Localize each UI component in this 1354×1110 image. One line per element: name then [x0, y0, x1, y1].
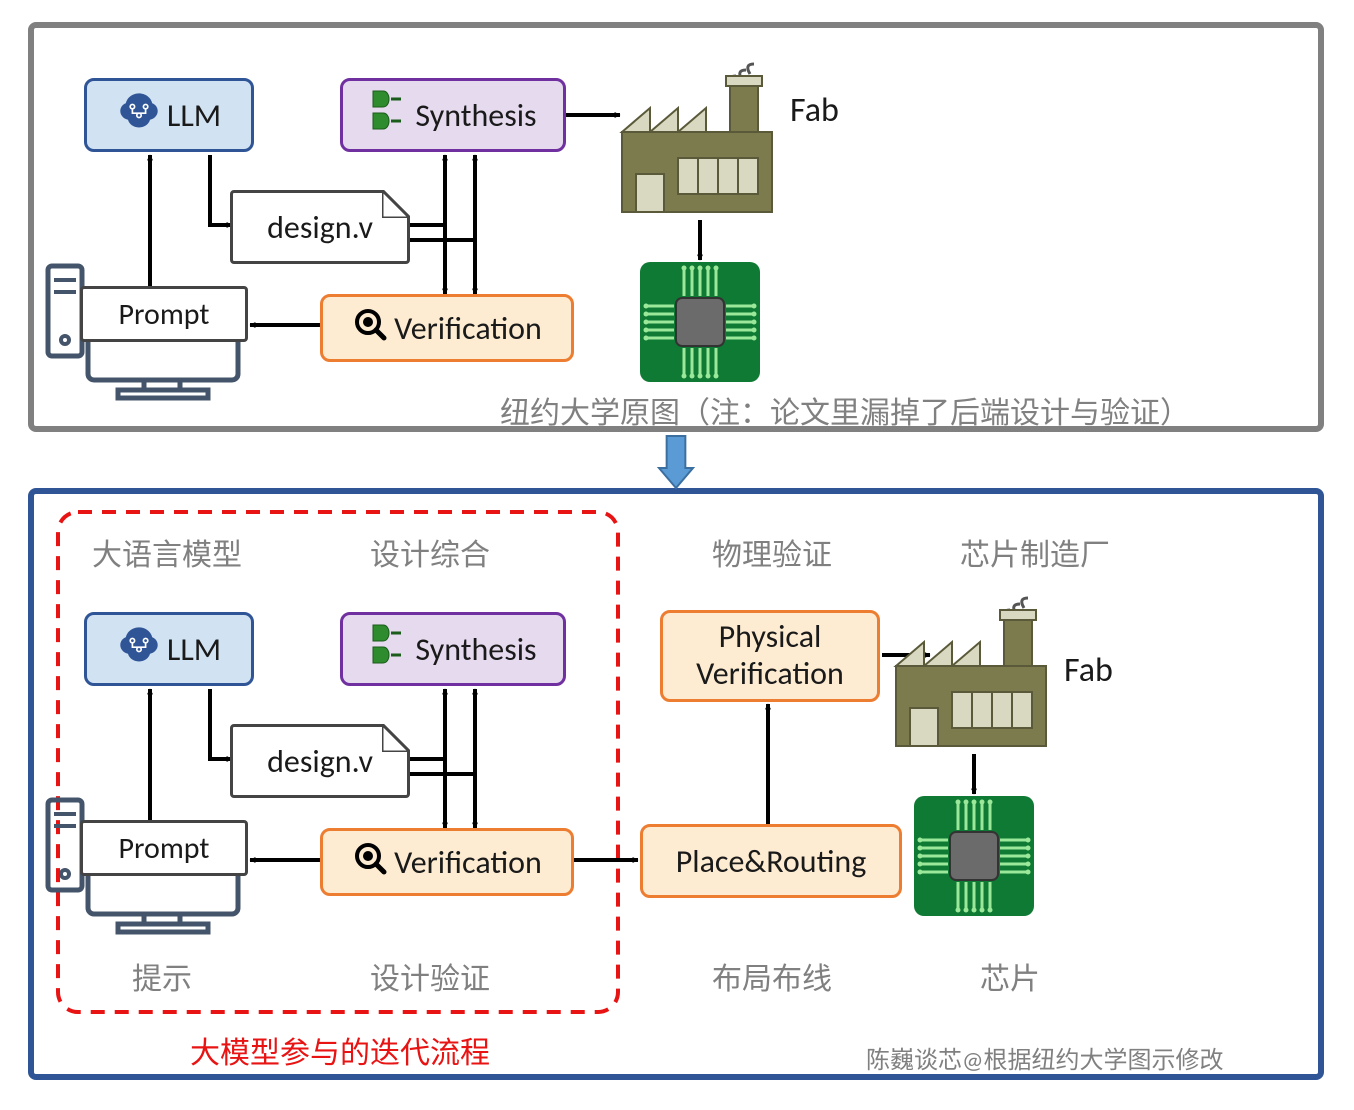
bottom_nodes-designv-node: design.v [230, 724, 410, 798]
bottom_nodes-synthesis-label: Synthesis [415, 630, 536, 669]
caption-top_note: 纽约大学原图（注：论文里漏掉了后端设计与验证） [500, 388, 1190, 432]
caption-pv_cn: 物理验证 [712, 530, 832, 574]
brain-icon [117, 89, 161, 142]
caption-credit: 陈巍谈芯@根据纽约大学图示修改 [866, 1040, 1223, 1075]
bottom_nodes-prompt-label: Prompt [119, 830, 210, 867]
top_nodes-prompt-label: Prompt [119, 296, 210, 333]
bottom_nodes-place_route-node: Place&Routing [640, 824, 902, 898]
top_nodes-fab-label: Fab [790, 90, 839, 131]
gates-icon [369, 621, 409, 678]
caption-chip_cn: 芯片 [980, 954, 1040, 998]
top_nodes-designv-node: design.v [230, 190, 410, 264]
top_nodes-llm-label: LLM [167, 96, 221, 135]
top_nodes-synthesis-node: Synthesis [340, 78, 566, 152]
bottom_nodes-verification-node: Verification [320, 828, 574, 896]
bottom_nodes-prompt-node: Prompt [80, 820, 248, 876]
bottom_nodes-llm-node: LLM [84, 612, 254, 686]
gates-icon [369, 87, 409, 144]
bottom_nodes-synthesis-node: Synthesis [340, 612, 566, 686]
caption-syn_cn: 设计综合 [370, 530, 490, 574]
top_nodes-prompt-node: Prompt [80, 286, 248, 342]
bottom_nodes-llm-label: LLM [167, 630, 221, 669]
top_nodes-designv-label: design.v [267, 208, 373, 247]
caption-pr_cn: 布局布线 [712, 954, 832, 998]
bottom_nodes-place_route-label: Place&Routing [676, 842, 867, 881]
bottom_nodes-designv-label: design.v [267, 742, 373, 781]
caption-llm_cn: 大语言模型 [92, 530, 242, 574]
caption-ver_cn: 设计验证 [370, 954, 490, 998]
panels-connector-arrow [659, 436, 693, 488]
bottom-panel [28, 488, 1324, 1080]
caption-red_note: 大模型参与的迭代流程 [190, 1028, 490, 1072]
bottom_nodes-verification-label: Verification [394, 843, 542, 882]
caption-prompt_cn: 提示 [132, 954, 192, 998]
bottom_nodes-fab-label: Fab [1064, 650, 1113, 691]
bottom_nodes-phys_verif-label: PhysicalVerification [696, 619, 844, 693]
lens-icon [352, 306, 388, 351]
top_nodes-verification-node: Verification [320, 294, 574, 362]
top_nodes-synthesis-label: Synthesis [415, 96, 536, 135]
bottom_nodes-phys_verif-node: PhysicalVerification [660, 610, 880, 702]
brain-icon [117, 623, 161, 676]
caption-fab_cn: 芯片制造厂 [960, 530, 1110, 574]
top_nodes-llm-node: LLM [84, 78, 254, 152]
lens-icon [352, 840, 388, 885]
top_nodes-verification-label: Verification [394, 309, 542, 348]
